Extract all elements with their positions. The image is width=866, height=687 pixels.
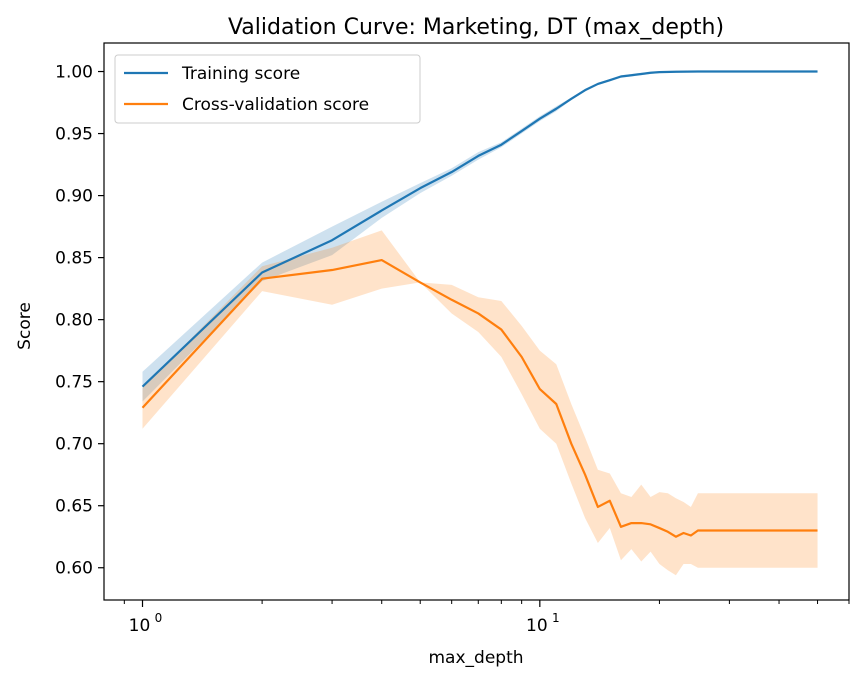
legend: Training score Cross-validation score (114, 54, 421, 124)
y-tick-label: 0.65 (55, 497, 93, 517)
x-axis-label: max_depth (428, 648, 523, 668)
y-tick-label: 0.85 (55, 249, 93, 269)
x-tick-label-exponent: 0 (155, 611, 163, 625)
y-axis-ticks: 0.60 0.65 0.70 0.75 0.80 0.85 0.90 0.95 1.00 (55, 63, 104, 579)
x-axis-ticks: 10 0 10 1 (123, 600, 850, 636)
plot-frame (103, 42, 850, 601)
x-tick-label-exponent: 1 (552, 611, 560, 625)
y-tick-label: 0.75 (55, 373, 93, 393)
x-tick-label: 10 (129, 616, 151, 636)
y-tick-label: 0.80 (55, 311, 93, 331)
cross-validation-score-band (142, 230, 818, 576)
y-axis-label: Score (15, 302, 35, 350)
legend-label-cross-validation: Cross-validation score (182, 95, 369, 115)
legend-label-training: Training score (181, 64, 300, 84)
y-tick-label: 0.95 (55, 125, 93, 145)
series-lines (141, 70, 818, 538)
confidence-bands (142, 71, 818, 576)
y-tick-label: 0.70 (55, 435, 93, 455)
x-tick-label: 10 (526, 616, 548, 636)
training-score-line (141, 70, 818, 388)
y-tick-label: 1.00 (55, 63, 93, 83)
y-tick-label: 0.90 (55, 187, 93, 207)
chart-title: Validation Curve: Marketing, DT (max_dep… (228, 15, 724, 40)
y-tick-label: 0.60 (55, 559, 93, 579)
cross-validation-score-line (141, 258, 818, 538)
legend-box (114, 54, 421, 124)
